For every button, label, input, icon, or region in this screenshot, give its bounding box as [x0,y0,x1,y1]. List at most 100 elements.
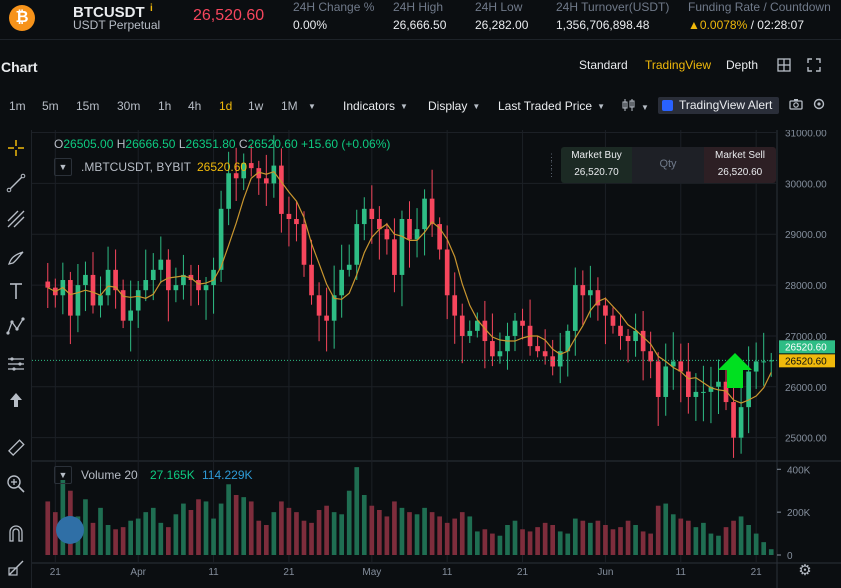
volume-bar [527,531,533,555]
tab-depth[interactable]: Depth [726,58,759,72]
volume-bar [45,501,51,555]
volume-bar [452,518,458,555]
timeframe-1m[interactable]: 1m [9,99,26,113]
drag-handle-icon[interactable]: ⋮ ⋮ ⋮ [547,152,556,178]
camera-icon[interactable] [789,98,803,113]
price-label: 26520.60 [785,342,827,353]
chart-settings-icon[interactable] [813,98,825,113]
y-tick-label: 29000.00 [785,230,827,241]
volume-bar [309,522,314,555]
indicators-button[interactable]: Indicators ▼ [343,99,408,113]
drawing-toolbar [0,130,32,588]
tradingview-alert-button[interactable]: TradingView Alert [658,97,779,114]
grid-layout-icon[interactable] [776,58,792,74]
volume-bar [625,520,631,555]
collapse-volume-icon[interactable]: ▼ [54,466,72,484]
volume-bar [610,529,616,555]
market-buy-label: Market Buy [571,150,622,161]
price-label-bg [779,340,835,354]
volume-bar [648,533,653,555]
text-tool-icon[interactable] [4,281,28,305]
candle-body [377,218,382,230]
volume-tick-label: 0 [787,551,793,562]
volume-bar [444,522,450,555]
candle-body [633,330,638,342]
magnet-icon[interactable] [4,523,28,547]
timeframe-5m[interactable]: 5m [42,99,59,113]
volume-bar [271,512,277,555]
measure-lines-icon[interactable] [4,354,28,378]
price-type-button[interactable]: Last Traded Price ▼ [498,99,605,113]
volume-bar [474,531,480,555]
volume-bar [128,520,134,555]
candle-body [45,281,51,288]
market-sell-button[interactable]: Market Sell 26,520.60 [704,147,776,183]
volume-bar [716,535,721,555]
display-button[interactable]: Display ▼ [428,99,481,113]
volume-bar [324,505,329,555]
candlestick-chart[interactable]: 31000.00 30000.00 29000.00 28000.00 27000.00… [32,129,841,588]
price-label: 26520.60 [785,356,827,367]
chart-type-button[interactable]: ▼ [622,99,649,114]
symbol-name[interactable]: BTCUSDT [73,4,145,21]
volume-bar [263,525,269,555]
timeframe-1w[interactable]: 1w [248,99,264,113]
timeframe-15m[interactable]: 15m [76,99,100,113]
candle-body [407,218,412,240]
market-buy-button[interactable]: Market Buy 26,520.70 [561,147,632,183]
stat-value: ▲0.0078% / 02:28:07 [688,18,804,32]
market-sell-label: Market Sell [714,150,765,161]
lock-drawings-icon[interactable] [4,558,28,582]
timeframe-4h[interactable]: 4h [188,99,202,113]
timeframe-1d[interactable]: 1d [219,99,233,113]
qty-input[interactable]: Qty [632,147,704,183]
candle-body [723,381,729,403]
candle-body [663,366,669,397]
timeframe-dropdown-icon[interactable]: ▼ [308,102,316,111]
close-value: 26520.60 [247,137,298,151]
volume-bar [256,520,262,555]
volume-bar [670,514,676,555]
candle-body [482,320,488,342]
arrow-up-icon[interactable] [4,390,28,414]
timeframe-1h[interactable]: 1h [158,99,172,113]
candle-body [490,341,495,357]
volume-bar [316,510,322,555]
info-icon[interactable]: i [150,3,153,14]
candle-body [203,285,209,291]
gear-icon[interactable]: ⚙ [798,562,812,579]
volume-bar [158,522,164,555]
candle-body [557,351,563,367]
high-value: 26666.50 [125,137,176,151]
open-label: O [54,137,64,151]
crosshair-icon[interactable] [4,138,28,162]
pattern-icon[interactable] [4,316,28,340]
volume-bar [188,510,194,555]
fullscreen-icon[interactable] [806,58,822,74]
tab-standard[interactable]: Standard [579,58,628,72]
volume-bar [482,529,488,555]
timeframe-30m[interactable]: 30m [117,99,141,113]
ruler-icon[interactable] [4,438,28,462]
candle-body [143,280,149,291]
x-tick-label: Apr [130,567,146,578]
candle-body [655,361,661,397]
zoom-in-icon[interactable] [4,474,28,498]
volume-bar [723,527,729,555]
volume-bar [211,518,216,555]
candle-body [294,218,299,225]
volume-bar [407,512,412,555]
candle-body [218,208,224,270]
tab-tradingview[interactable]: TradingView [645,58,712,72]
timeframe-1M[interactable]: 1M [281,99,298,113]
collapse-legend-icon[interactable]: ▼ [54,158,72,176]
volume-bar [685,520,691,555]
brush-icon[interactable] [4,247,28,271]
volume-bar [618,527,623,555]
legend-symbol: .MBTCUSDT, BYBIT [81,160,192,174]
low-label: L [178,137,186,151]
trend-line-icon[interactable] [4,173,28,197]
fib-tool-icon[interactable] [4,209,28,233]
candle-body [670,361,676,367]
chart-area[interactable]: 31000.00 30000.00 29000.00 28000.00 27000.00… [32,129,841,588]
